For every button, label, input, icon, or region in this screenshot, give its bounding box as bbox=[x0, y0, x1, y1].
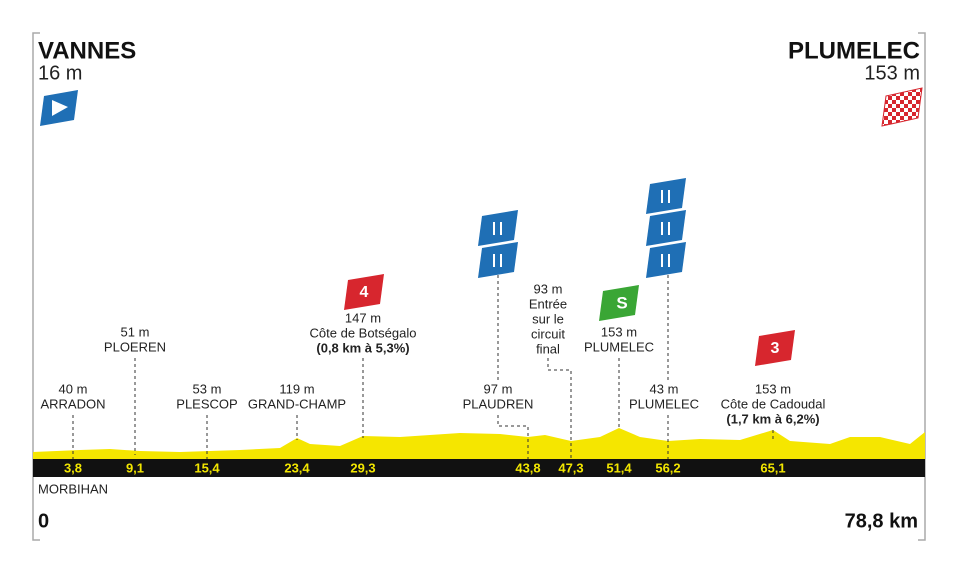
start-altitude: 16 m bbox=[38, 62, 82, 84]
point-label: PLUMELEC bbox=[629, 396, 699, 411]
feed-icon bbox=[493, 254, 502, 267]
point-label: Côte de Cadoudal bbox=[721, 396, 826, 411]
km-label: 43,8 bbox=[515, 460, 540, 475]
point-label: PLUMELEC bbox=[584, 339, 654, 354]
point-label: 153 m bbox=[755, 381, 791, 396]
point-label: PLOEREN bbox=[104, 339, 166, 354]
finish-altitude: 153 m bbox=[864, 62, 920, 84]
point-label: Côte de Botségalo bbox=[310, 325, 417, 340]
km-label: 51,4 bbox=[606, 460, 632, 475]
badge bbox=[646, 178, 686, 214]
start-name: VANNES bbox=[38, 37, 136, 64]
climb-category: 4 bbox=[360, 284, 369, 301]
km-label: 29,3 bbox=[350, 460, 375, 475]
point-label: 53 m bbox=[193, 381, 222, 396]
sprint-icon: S bbox=[616, 293, 627, 312]
point-label: 93 m bbox=[534, 281, 563, 296]
point-label: 153 m bbox=[601, 324, 637, 339]
feed-icon bbox=[661, 254, 670, 267]
badge bbox=[344, 274, 384, 310]
feed-icon bbox=[661, 222, 670, 235]
point-label: 119 m bbox=[279, 381, 314, 396]
point-label: circuit bbox=[531, 326, 565, 341]
distance-bar bbox=[33, 459, 925, 477]
badge bbox=[646, 242, 686, 278]
badge bbox=[478, 242, 518, 278]
climb-detail: (0,8 km à 5,3%) bbox=[316, 340, 409, 355]
km-label: 23,4 bbox=[284, 460, 310, 475]
climb-category: 3 bbox=[771, 340, 780, 357]
profile bbox=[33, 428, 925, 459]
point-label: PLAUDREN bbox=[463, 396, 534, 411]
point-label: final bbox=[536, 341, 560, 356]
badge bbox=[646, 210, 686, 246]
leader-line bbox=[547, 358, 572, 459]
km-label: 15,4 bbox=[194, 460, 220, 475]
point-label: 43 m bbox=[650, 381, 679, 396]
finish-flag bbox=[881, 87, 923, 127]
climb-detail: (1,7 km à 6,2%) bbox=[726, 411, 819, 426]
distance-start: 0 bbox=[38, 510, 49, 532]
feed-icon bbox=[493, 222, 502, 235]
point-label: Entrée bbox=[529, 296, 567, 311]
point-label: 97 m bbox=[484, 381, 513, 396]
feed-icon bbox=[661, 190, 670, 203]
leader-line bbox=[497, 275, 529, 459]
km-label: 9,1 bbox=[126, 460, 144, 475]
point-label: GRAND-CHAMP bbox=[248, 396, 346, 411]
point-label: ARRADON bbox=[40, 396, 105, 411]
distance-end: 78,8 km bbox=[845, 510, 918, 532]
point-label: 40 m bbox=[59, 381, 88, 396]
km-label: 47,3 bbox=[558, 460, 583, 475]
km-label: 65,1 bbox=[760, 460, 785, 475]
point-label: 51 m bbox=[121, 324, 150, 339]
badge bbox=[478, 210, 518, 246]
point-label: PLESCOP bbox=[176, 396, 237, 411]
start-flag bbox=[40, 90, 78, 126]
finish-name: PLUMELEC bbox=[788, 37, 920, 64]
region: MORBIHAN bbox=[38, 481, 108, 496]
frame bbox=[32, 32, 926, 541]
point-label: sur le bbox=[532, 311, 564, 326]
badge bbox=[755, 330, 795, 366]
km-label: 3,8 bbox=[64, 460, 82, 475]
km-label: 56,2 bbox=[655, 460, 680, 475]
badge bbox=[599, 285, 639, 321]
point-label: 147 m bbox=[345, 310, 381, 325]
